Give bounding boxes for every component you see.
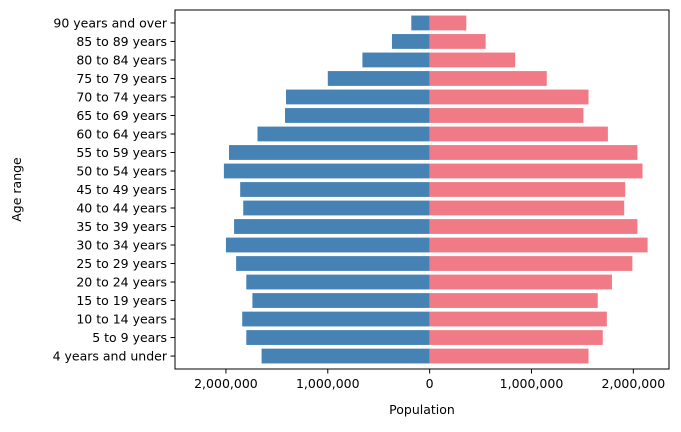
right-bar-18	[429, 15, 467, 31]
y-tick-label: 5 to 9 years	[92, 330, 167, 345]
left-bar-16	[362, 52, 430, 68]
right-bar-10	[429, 163, 643, 179]
x-tick-label: 1,000,000	[500, 376, 564, 391]
right-bar-6	[429, 237, 648, 253]
y-axis: 4 years and under 5 to 9 years 10 to 14 ye…	[53, 15, 175, 364]
right-bar-8	[429, 200, 625, 216]
y-tick-label: 30 to 34 years	[76, 238, 167, 253]
left-bar-2	[242, 311, 430, 327]
left-bar-5	[236, 256, 430, 271]
left-bar-10	[223, 163, 430, 179]
y-tick-label: 55 to 59 years	[76, 145, 167, 160]
y-tick-label: 35 to 39 years	[76, 219, 167, 234]
left-bar-17	[391, 34, 430, 49]
y-tick-label: 20 to 24 years	[76, 275, 167, 290]
x-axis: 2,000,000 1,000,000 0 1,000,000 2,000,000	[194, 369, 665, 391]
x-tick-label: 0	[426, 376, 434, 391]
y-tick-label: 40 to 44 years	[76, 201, 167, 216]
right-bar-14	[429, 89, 589, 105]
right-bar-15	[429, 71, 547, 86]
y-tick-label: 70 to 74 years	[76, 89, 167, 104]
y-tick-label: 85 to 89 years	[76, 34, 167, 49]
y-tick-label: 10 to 14 years	[76, 312, 167, 327]
left-bar-3	[252, 293, 430, 308]
y-tick-label: 50 to 54 years	[76, 163, 167, 178]
x-tick-label: 1,000,000	[296, 376, 360, 391]
left-bar-13	[285, 108, 430, 123]
left-bar-8	[243, 200, 430, 216]
left-bar-11	[228, 145, 430, 160]
left-bar-14	[286, 89, 430, 105]
x-tick-label: 2,000,000	[602, 376, 666, 391]
left-bar-1	[246, 330, 430, 345]
right-bar-2	[429, 311, 607, 327]
y-tick-label: 90 years and over	[53, 15, 167, 30]
right-bar-9	[429, 182, 626, 197]
y-tick-label: 25 to 29 years	[76, 256, 167, 271]
y-tick-label: 4 years and under	[53, 349, 168, 364]
right-bar-16	[429, 52, 516, 68]
right-bar-17	[429, 34, 486, 49]
y-tick-label: 65 to 69 years	[76, 108, 167, 123]
left-bar-9	[240, 182, 430, 197]
left-bar-12	[257, 126, 430, 142]
right-bar-1	[429, 330, 603, 345]
left-bar-7	[234, 219, 430, 234]
y-tick-label: 15 to 19 years	[76, 293, 167, 308]
right-bar-7	[429, 219, 638, 234]
left-bar-18	[411, 15, 430, 31]
right-bar-3	[429, 293, 598, 308]
x-axis-label: Population	[389, 402, 455, 417]
right-bar-11	[429, 145, 638, 160]
y-tick-label: 80 to 84 years	[76, 52, 167, 67]
y-tick-label: 45 to 49 years	[76, 182, 167, 197]
right-bar-0	[429, 348, 589, 364]
right-bar-13	[429, 108, 584, 123]
bars-group	[223, 15, 648, 364]
left-bar-6	[225, 237, 430, 253]
y-tick-label: 60 to 64 years	[76, 126, 167, 141]
y-axis-label: Age range	[9, 157, 24, 222]
right-bar-12	[429, 126, 608, 142]
left-bar-15	[327, 71, 430, 86]
left-bar-4	[246, 274, 430, 290]
right-bar-4	[429, 274, 612, 290]
right-bar-5	[429, 256, 633, 271]
x-tick-label: 2,000,000	[194, 376, 258, 391]
y-tick-label: 75 to 79 years	[76, 71, 167, 86]
left-bar-0	[261, 348, 430, 364]
